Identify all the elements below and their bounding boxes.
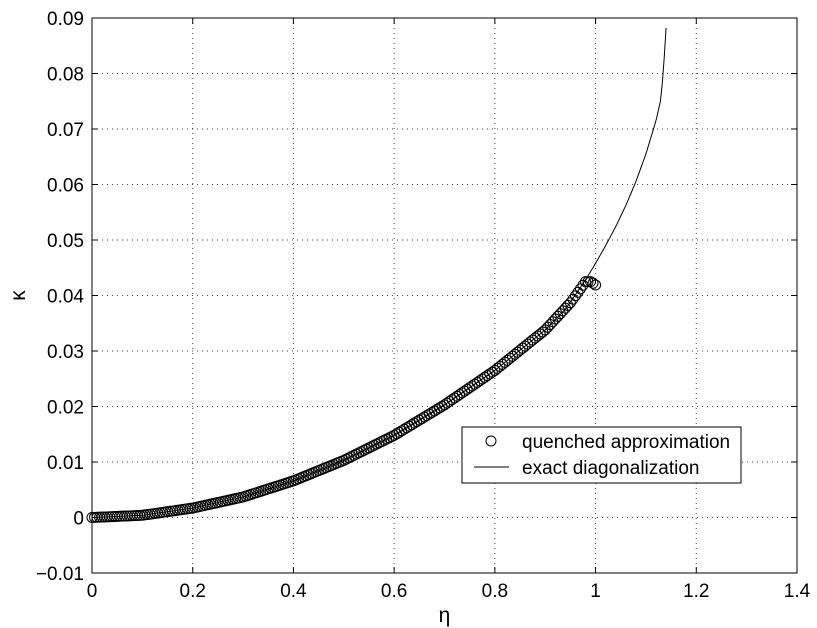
x-tick-label: 1 <box>590 581 601 602</box>
data-point <box>587 277 599 289</box>
data-point <box>569 290 581 302</box>
y-tick-label: 0.09 <box>47 9 84 30</box>
y-tick-label: 0.08 <box>47 65 84 86</box>
y-tick-label: 0.03 <box>47 342 84 363</box>
x-tick-label: 0 <box>87 581 98 602</box>
data-point <box>582 276 594 288</box>
series-quenched-approximation <box>86 276 602 523</box>
data-point <box>580 276 591 288</box>
y-tick-label: 0.07 <box>47 120 84 141</box>
grid <box>92 18 797 573</box>
y-tick-label: 0.04 <box>47 287 84 308</box>
y-tick-label: 0.02 <box>47 398 84 419</box>
legend: quenched approximation exact diagonaliza… <box>461 426 742 484</box>
y-tick-label: −0.01 <box>36 564 84 585</box>
legend-label-quenched: quenched approximation <box>522 432 730 453</box>
x-tick-label: 0.8 <box>482 581 508 602</box>
y-tick-label: 0 <box>73 509 84 530</box>
legend-marker-quenched <box>485 435 497 447</box>
x-tick-label: 1.2 <box>683 581 709 602</box>
x-tick-label: 0.6 <box>381 581 407 602</box>
legend-label-exact: exact diagonalization <box>522 458 699 479</box>
y-tick-label: 0.06 <box>47 176 84 197</box>
y-axis-label: κ <box>7 290 30 301</box>
x-tick-label: 0.4 <box>280 581 307 602</box>
x-tick-label: 0.2 <box>180 581 206 602</box>
plot-frame <box>91 17 798 574</box>
x-axis: 0 0.2 0.4 0.6 0.8 1 1.2 1.4 <box>87 18 811 602</box>
data-point <box>590 279 602 291</box>
y-tick-label: 0.01 <box>47 453 84 474</box>
x-axis-label: η <box>439 604 451 627</box>
y-tick-label: 0.05 <box>47 231 84 252</box>
y-axis: −0.01 0 0.01 0.02 0.03 0.04 0.05 0.06 0.07 0.08 0.… <box>36 9 797 585</box>
data-point <box>574 283 586 295</box>
legend-box <box>461 426 742 484</box>
x-tick-label: 1.4 <box>784 581 811 602</box>
